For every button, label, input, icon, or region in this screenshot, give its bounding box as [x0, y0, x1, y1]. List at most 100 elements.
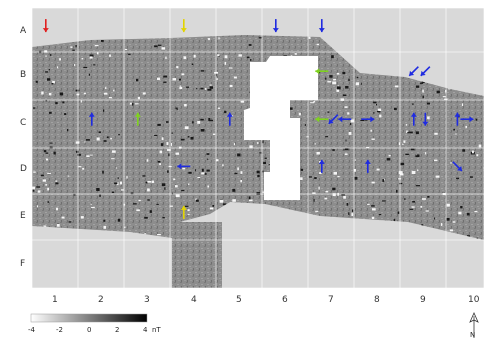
col-label-6: 6	[282, 295, 288, 305]
anomaly-speckle	[43, 150, 47, 153]
anomaly-speckle	[172, 78, 176, 81]
anomaly-speckle	[460, 206, 463, 209]
anomaly-speckle	[440, 223, 443, 226]
blue-arrow-icon	[226, 112, 233, 126]
anomaly-speckle	[116, 182, 119, 186]
anomaly-speckle	[232, 199, 236, 202]
anomaly-speckle	[55, 182, 59, 185]
anomaly-speckle	[312, 192, 316, 194]
anomaly-speckle	[300, 168, 304, 171]
anomaly-speckle	[130, 192, 134, 195]
anomaly-speckle	[446, 218, 450, 221]
scale-tick-2: 2	[115, 326, 119, 334]
anomaly-speckle	[47, 201, 49, 203]
anomaly-speckle	[476, 154, 479, 157]
anomaly-speckle	[417, 154, 420, 157]
anomaly-speckle	[399, 173, 404, 176]
blue-arrow-icon	[422, 112, 429, 126]
anomaly-speckle	[59, 92, 64, 96]
row-label-e: E	[20, 211, 26, 221]
anomaly-speckle	[324, 197, 328, 200]
arrow-head	[180, 205, 187, 210]
anomaly-speckle	[124, 226, 126, 228]
anomaly-speckle	[188, 171, 192, 174]
anomaly-speckle	[246, 56, 250, 59]
green-arrow-icon	[134, 112, 141, 126]
anomaly-speckle	[89, 56, 93, 59]
anomaly-speckle	[163, 75, 168, 78]
col-label-2: 2	[98, 295, 104, 305]
anomaly-speckle	[37, 205, 39, 208]
anomaly-speckle	[462, 149, 466, 152]
anomaly-speckle	[394, 107, 397, 111]
arrow-head	[420, 70, 426, 76]
anomaly-speckle	[129, 102, 132, 105]
arrow-head	[422, 121, 429, 126]
green-arrow-icon	[315, 68, 329, 75]
anomaly-speckle	[298, 112, 301, 116]
anomaly-speckle	[351, 213, 354, 216]
anomaly-speckle	[313, 198, 315, 202]
anomaly-speckle	[176, 66, 179, 69]
anomaly-speckle	[206, 153, 210, 155]
anomaly-speckle	[191, 63, 194, 65]
anomaly-speckle	[117, 218, 121, 222]
anomaly-speckle	[83, 66, 88, 68]
anomaly-speckle	[453, 128, 455, 131]
anomaly-speckle	[467, 235, 470, 238]
anomaly-speckle	[347, 112, 350, 115]
anomaly-speckle	[218, 37, 220, 40]
anomaly-speckle	[354, 159, 356, 161]
anomaly-speckle	[41, 91, 44, 95]
anomaly-speckle	[173, 178, 176, 181]
anomaly-speckle	[360, 120, 364, 121]
anomaly-speckle	[422, 89, 424, 93]
anomaly-speckle	[45, 99, 48, 102]
arrow-head	[469, 116, 474, 123]
anomaly-speckle	[157, 77, 161, 80]
anomaly-speckle	[86, 155, 90, 157]
anomaly-speckle	[99, 194, 101, 197]
blue-arrow-icon	[318, 19, 325, 33]
anomaly-speckle	[106, 136, 109, 139]
anomaly-speckle	[89, 54, 94, 57]
anomaly-speckle	[409, 131, 413, 134]
anomaly-speckle	[49, 111, 52, 114]
anomaly-speckle	[111, 158, 115, 160]
anomaly-speckle	[344, 153, 348, 155]
anomaly-speckle	[341, 194, 345, 196]
anomaly-speckle	[72, 49, 75, 51]
anomaly-speckle	[200, 70, 205, 72]
anomaly-speckle	[240, 171, 243, 174]
anomaly-speckle	[146, 159, 149, 162]
anomaly-speckle	[478, 144, 482, 148]
survey-strip	[172, 222, 222, 288]
anomaly-speckle	[149, 210, 152, 213]
column-labels: 1 2 3 4 5 6 7 8 9 10	[52, 295, 480, 305]
anomaly-speckle	[355, 82, 359, 86]
anomaly-speckle	[132, 103, 134, 106]
blue-arrow-icon	[410, 112, 417, 126]
anomaly-speckle	[310, 102, 314, 104]
anomaly-speckle	[75, 150, 79, 153]
row-label-f: F	[20, 259, 25, 269]
anomaly-speckle	[164, 187, 166, 190]
anomaly-speckle	[190, 136, 194, 140]
arrow-head	[315, 116, 320, 123]
anomaly-speckle	[382, 179, 385, 182]
anomaly-speckle	[176, 107, 178, 111]
anomaly-speckle	[103, 225, 106, 229]
anomaly-speckle	[183, 56, 187, 60]
anomaly-speckle	[327, 81, 332, 83]
anomaly-speckle	[94, 44, 99, 47]
anomaly-speckle	[332, 81, 337, 85]
arrow-head	[42, 28, 49, 33]
anomaly-speckle	[425, 210, 429, 212]
anomaly-speckle	[336, 72, 340, 75]
blue-arrow-icon	[452, 161, 463, 172]
anomaly-speckle	[126, 176, 128, 179]
col-label-5: 5	[236, 295, 242, 305]
anomaly-speckle	[33, 171, 36, 173]
anomaly-speckle	[36, 186, 41, 188]
